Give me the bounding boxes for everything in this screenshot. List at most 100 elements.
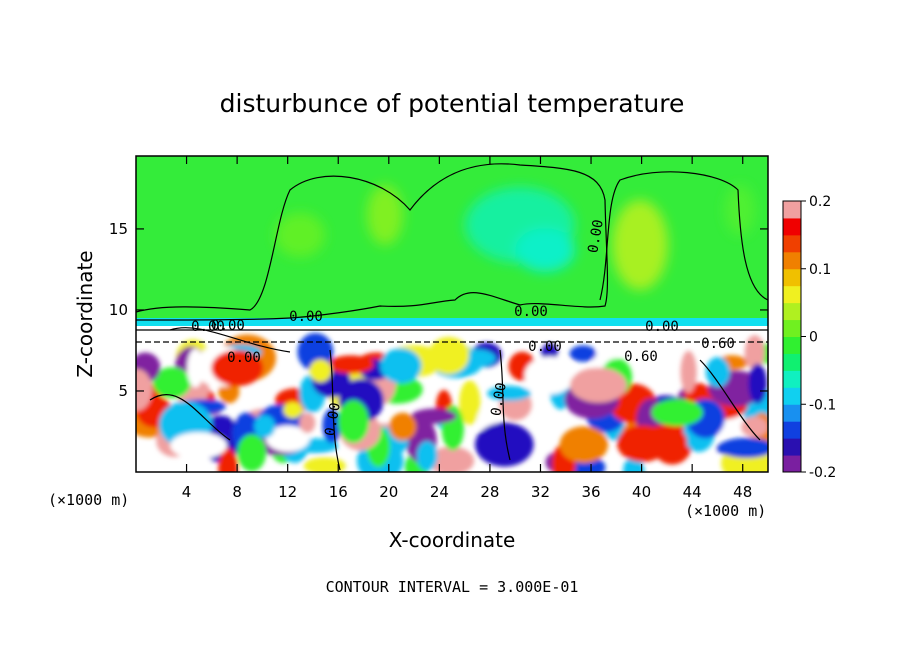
x-tick-label: 36 — [581, 483, 600, 501]
field-blob — [718, 437, 768, 458]
field-blob — [254, 414, 276, 439]
contour-label: 0.00 — [488, 381, 510, 417]
field-blob — [748, 363, 767, 404]
plot-frame — [135, 155, 769, 473]
field-blob — [322, 408, 342, 444]
contour-label: 0.00 — [227, 350, 261, 366]
field-blob — [569, 367, 627, 403]
chart-title: disturbunce of potential temperature — [220, 89, 685, 118]
field-blob — [265, 425, 310, 452]
x-axis-label: X-coordinate — [389, 528, 516, 552]
contour-label: 0.00 — [645, 319, 679, 335]
contour-label: 0.00 — [322, 401, 344, 437]
colorbar-segment — [783, 251, 801, 270]
colorbar-segment — [783, 455, 801, 473]
y-axis-label: Z-coordinate — [73, 250, 97, 377]
colorbar-segment — [783, 370, 801, 388]
field-blob — [283, 401, 303, 419]
field-blob — [211, 349, 264, 387]
field-blob — [170, 432, 227, 459]
field-blob — [237, 434, 267, 472]
contour-label: 0.60 — [701, 336, 735, 352]
colorbar-segment — [783, 319, 801, 337]
field-blob — [416, 440, 438, 471]
colorbar-segment — [783, 268, 801, 287]
colorbar-tick-label: -0.1 — [809, 397, 836, 413]
contour-lines — [136, 163, 768, 471]
colorbar-segment — [783, 285, 801, 304]
x-axis-ticks: 4 8 12 16 20 24 28 32 36 40 44 48 — [182, 156, 752, 501]
contour-label: 0.00 — [514, 304, 548, 320]
field-blob — [617, 425, 669, 463]
x-unit-left: (×1000 m) — [48, 491, 129, 509]
x-tick-label: 24 — [430, 483, 449, 501]
inversion-cyan — [136, 318, 768, 328]
contour-label: 0.00 — [211, 318, 245, 334]
y-axis-ticks: 5 10 15 — [109, 220, 768, 400]
colorbar-segment — [783, 234, 801, 253]
colorbar-tick-label: 0.1 — [809, 262, 831, 278]
aloft-patches — [275, 185, 755, 290]
field-blob — [680, 350, 697, 394]
colorbar-tick-label: -0.2 — [809, 465, 836, 481]
contour-label: 0.60 — [624, 349, 658, 365]
colorbar-segment — [783, 302, 801, 321]
field-blob — [651, 399, 703, 427]
colorbar-segment — [783, 353, 801, 371]
colorbar-tick-label: 0.2 — [809, 194, 831, 210]
x-tick-label: 16 — [329, 483, 348, 501]
field-blob — [459, 380, 481, 425]
x-tick-label: 28 — [480, 483, 499, 501]
field-blob — [218, 447, 238, 472]
x-tick-label: 20 — [379, 483, 398, 501]
contour-label: 0.00 — [528, 339, 562, 355]
field-blob — [569, 345, 597, 362]
contour-label: 0.00 — [585, 218, 607, 254]
colorbar-ticks: 0.2 0.1 0 -0.1 -0.2 — [801, 194, 836, 481]
x-tick-label: 32 — [531, 483, 550, 501]
field-blob — [303, 457, 346, 472]
x-unit-right: (×1000 m) — [685, 502, 766, 520]
colorbar-segment — [783, 421, 801, 439]
field-blob — [559, 426, 609, 464]
y-tick-label: 10 — [109, 301, 128, 319]
colorbar-segment — [783, 201, 801, 219]
field-blob — [309, 359, 332, 383]
contour-label-layer: 0.00 0.000.00 0.000.000.000.600.600.000.00… — [191, 218, 735, 437]
x-tick-label: 4 — [182, 483, 192, 501]
colorbar-segment — [783, 404, 801, 422]
colorbar-tick-label: 0 — [809, 330, 818, 346]
turbulent-blobs — [136, 332, 768, 472]
field-blob — [740, 416, 768, 438]
field-blob — [487, 385, 531, 402]
x-tick-label: 44 — [683, 483, 702, 501]
field-blob — [136, 368, 153, 411]
y-tick-label: 5 — [118, 382, 128, 400]
contour-label: 0.00 — [191, 319, 225, 335]
x-tick-label: 8 — [232, 483, 242, 501]
colorbar — [782, 200, 802, 473]
field-blob — [475, 422, 534, 467]
heatmap-field: 0.00 0.000.00 0.000.000.000.600.600.000.00… — [136, 156, 768, 472]
colorbar-segment — [783, 217, 801, 236]
x-tick-label: 40 — [632, 483, 651, 501]
x-tick-label: 12 — [278, 483, 297, 501]
field-blob — [389, 412, 417, 441]
field-blob — [428, 336, 470, 375]
colorbar-segment — [783, 336, 801, 354]
y-tick-label: 15 — [109, 220, 128, 238]
field-blob — [411, 408, 457, 424]
field-blob — [380, 348, 422, 384]
field-blob — [327, 355, 374, 374]
field-blob — [705, 356, 730, 388]
x-tick-label: 48 — [733, 483, 752, 501]
colorbar-segment — [783, 438, 801, 456]
field-blob — [337, 400, 369, 444]
contour-interval-note: CONTOUR INTERVAL = 3.000E-01 — [326, 578, 579, 596]
colorbar-segment — [783, 387, 801, 405]
field-blob — [524, 356, 576, 395]
field-blob — [299, 412, 316, 434]
field-blob — [152, 367, 191, 399]
field-blob — [744, 335, 765, 371]
